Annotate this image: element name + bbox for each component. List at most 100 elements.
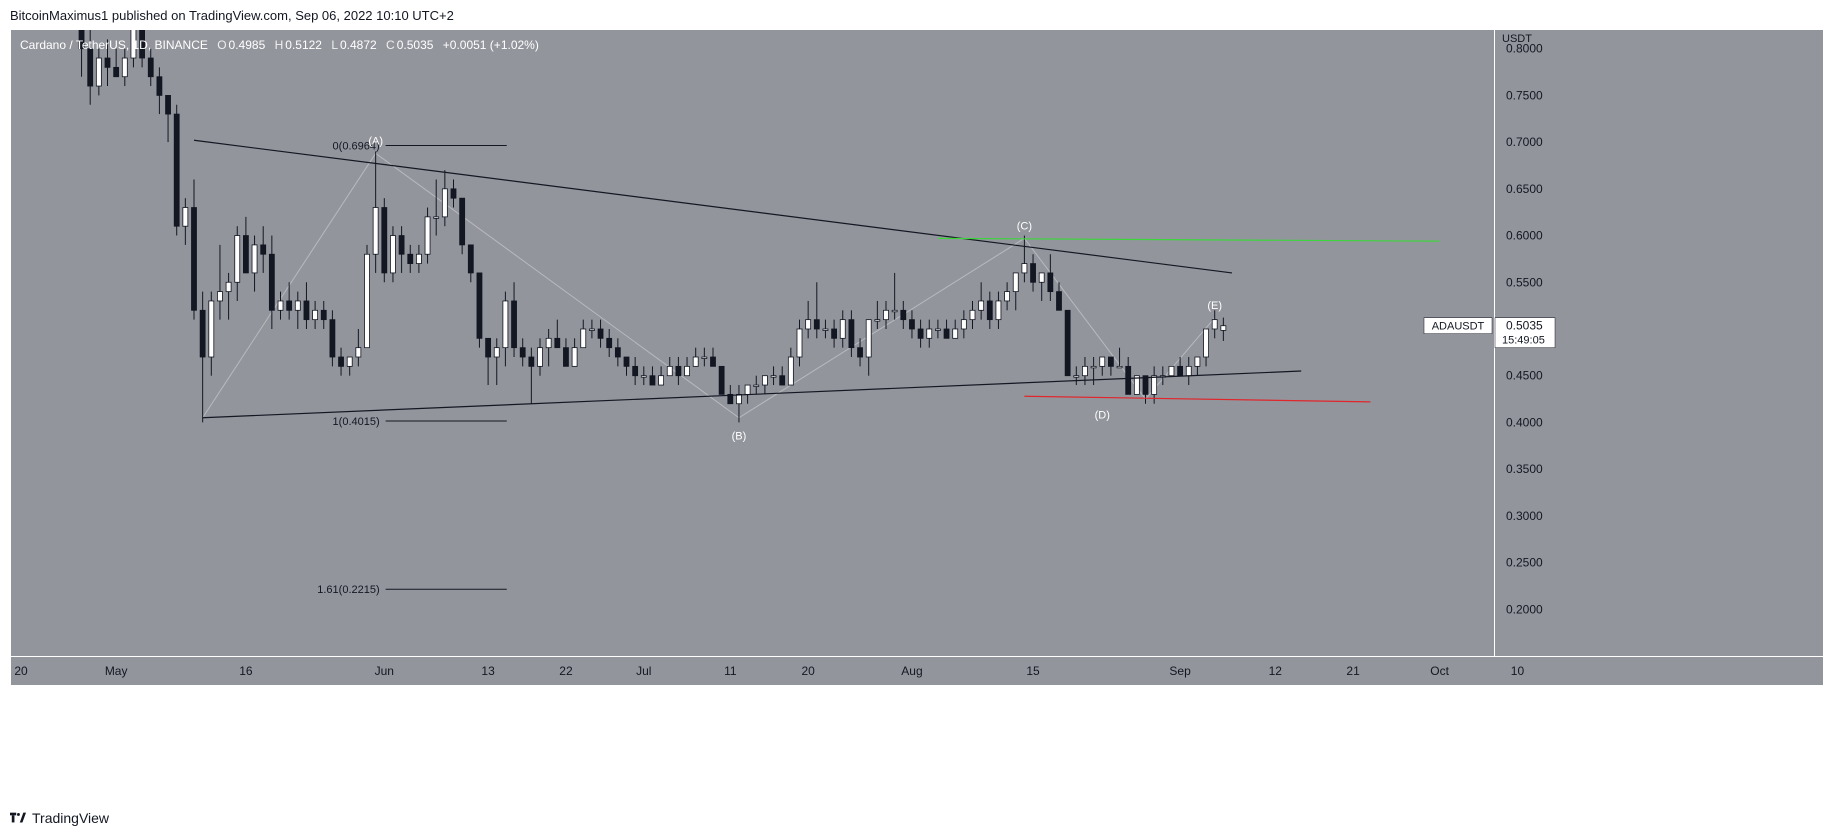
bear-candle[interactable] bbox=[338, 356, 344, 367]
bear-candle[interactable] bbox=[943, 328, 950, 339]
bear-candle[interactable] bbox=[1125, 365, 1132, 395]
horizontal-support-line[interactable] bbox=[1024, 395, 1371, 403]
bear-candle[interactable] bbox=[718, 365, 725, 395]
bear-candle[interactable] bbox=[242, 235, 249, 274]
bear-candle[interactable] bbox=[900, 309, 907, 321]
bear-candle[interactable] bbox=[450, 188, 457, 199]
bear-candle[interactable] bbox=[917, 328, 924, 339]
bull-candle[interactable] bbox=[796, 328, 803, 358]
bear-candle[interactable] bbox=[381, 207, 388, 274]
bull-candle[interactable] bbox=[865, 319, 872, 358]
bear-candle[interactable] bbox=[1142, 375, 1149, 395]
bear-candle[interactable] bbox=[199, 309, 206, 358]
bear-candle[interactable] bbox=[476, 272, 483, 339]
bear-candle[interactable] bbox=[329, 319, 336, 358]
bull-candle[interactable] bbox=[121, 57, 128, 78]
bear-candle[interactable] bbox=[909, 319, 915, 330]
bull-candle[interactable] bbox=[130, 30, 137, 59]
horizontal-resistance-line[interactable] bbox=[937, 237, 1440, 242]
bear-candle[interactable] bbox=[1047, 272, 1054, 293]
bull-candle[interactable] bbox=[355, 347, 362, 358]
bull-candle[interactable] bbox=[182, 207, 189, 227]
bull-candle[interactable] bbox=[762, 375, 768, 386]
bear-candle[interactable] bbox=[147, 57, 154, 78]
bear-candle[interactable] bbox=[165, 95, 171, 115]
bull-candle[interactable] bbox=[1168, 365, 1175, 377]
bull-candle[interactable] bbox=[839, 319, 846, 339]
bear-candle[interactable] bbox=[563, 347, 569, 367]
bull-candle[interactable] bbox=[346, 356, 353, 367]
bull-candle[interactable] bbox=[95, 57, 102, 87]
bull-candle[interactable] bbox=[1185, 365, 1192, 377]
bull-candle[interactable] bbox=[805, 319, 812, 330]
bear-candle[interactable] bbox=[848, 319, 855, 349]
bear-candle[interactable] bbox=[78, 30, 85, 50]
bull-candle[interactable] bbox=[415, 253, 422, 264]
bull-candle[interactable] bbox=[926, 328, 933, 339]
bull-candle[interactable] bbox=[217, 291, 223, 302]
bull-candle[interactable] bbox=[874, 319, 881, 322]
bull-candle[interactable] bbox=[995, 300, 1002, 321]
triangle-support-line[interactable] bbox=[202, 370, 1302, 419]
plot-area[interactable] bbox=[11, 30, 1494, 656]
bull-candle[interactable] bbox=[580, 328, 587, 349]
bear-candle[interactable] bbox=[1108, 356, 1114, 367]
bull-candle[interactable] bbox=[1012, 272, 1019, 293]
bull-candle[interactable] bbox=[545, 337, 552, 349]
time-scale[interactable] bbox=[11, 657, 1823, 685]
bear-candle[interactable] bbox=[1064, 309, 1071, 377]
bull-candle[interactable] bbox=[736, 393, 742, 405]
bull-candle[interactable] bbox=[883, 309, 889, 321]
bull-candle[interactable] bbox=[684, 365, 690, 377]
bear-candle[interactable] bbox=[614, 347, 621, 358]
bull-candle[interactable] bbox=[277, 300, 284, 311]
bull-candle[interactable] bbox=[744, 384, 751, 395]
bear-candle[interactable] bbox=[139, 30, 146, 59]
footer-brand[interactable]: TradingView bbox=[10, 806, 109, 830]
bull-candle[interactable] bbox=[1073, 375, 1080, 378]
bull-candle[interactable] bbox=[1082, 365, 1088, 377]
bull-candle[interactable] bbox=[952, 328, 959, 339]
bull-candle[interactable] bbox=[1099, 356, 1106, 367]
bear-candle[interactable] bbox=[597, 328, 604, 339]
bear-candle[interactable] bbox=[268, 253, 275, 311]
bear-candle[interactable] bbox=[87, 48, 94, 87]
bear-candle[interactable] bbox=[1030, 263, 1036, 283]
bull-candle[interactable] bbox=[1004, 291, 1010, 302]
bear-candle[interactable] bbox=[554, 337, 561, 349]
bull-candle[interactable] bbox=[372, 207, 379, 255]
bull-candle[interactable] bbox=[1194, 356, 1201, 367]
bull-candle[interactable] bbox=[502, 300, 509, 349]
bull-candle[interactable] bbox=[692, 356, 699, 367]
bull-candle[interactable] bbox=[1133, 375, 1140, 395]
bear-candle[interactable] bbox=[831, 328, 837, 339]
bear-candle[interactable] bbox=[260, 244, 267, 255]
bear-candle[interactable] bbox=[104, 57, 111, 68]
bear-candle[interactable] bbox=[813, 319, 820, 330]
bull-candle[interactable] bbox=[787, 356, 794, 386]
bear-candle[interactable] bbox=[407, 253, 414, 264]
bull-candle[interactable] bbox=[640, 375, 647, 378]
bull-candle[interactable] bbox=[424, 216, 431, 255]
bull-candle[interactable] bbox=[294, 300, 301, 311]
bear-candle[interactable] bbox=[467, 244, 474, 274]
bull-candle[interactable] bbox=[571, 347, 578, 367]
bull-candle[interactable] bbox=[960, 319, 967, 330]
bear-candle[interactable] bbox=[1177, 365, 1183, 377]
bear-candle[interactable] bbox=[519, 347, 526, 358]
bull-candle[interactable] bbox=[822, 328, 829, 331]
bull-candle[interactable] bbox=[1116, 365, 1123, 369]
bull-candle[interactable] bbox=[251, 244, 258, 274]
bull-candle[interactable] bbox=[658, 375, 664, 386]
chart-frame[interactable]: USDT 0.8000 0.7500 0.7000 0.6500 0.6000 0.5500… bbox=[11, 30, 1823, 800]
bear-candle[interactable] bbox=[173, 113, 180, 227]
bear-candle[interactable] bbox=[320, 309, 327, 321]
bull-candle[interactable] bbox=[208, 300, 215, 358]
bear-candle[interactable] bbox=[632, 365, 639, 377]
bull-candle[interactable] bbox=[1038, 272, 1045, 283]
bear-candle[interactable] bbox=[398, 235, 405, 255]
bull-candle[interactable] bbox=[433, 216, 440, 219]
bull-candle[interactable] bbox=[441, 188, 448, 218]
bear-candle[interactable] bbox=[511, 300, 517, 349]
